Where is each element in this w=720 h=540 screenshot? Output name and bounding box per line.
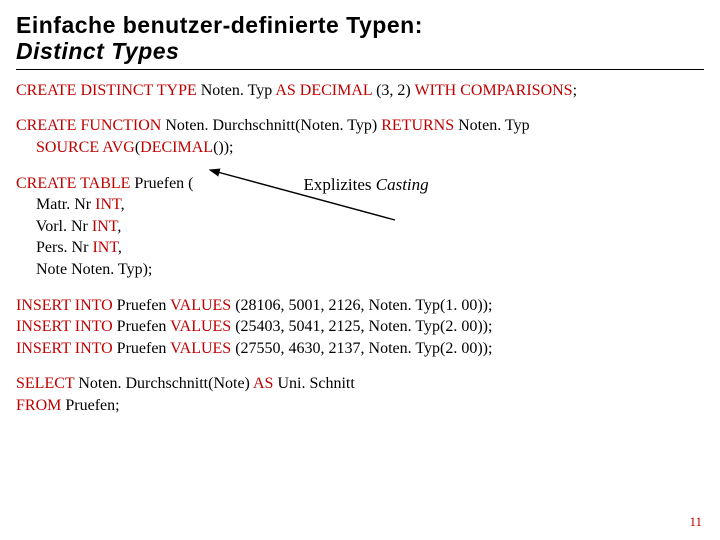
kw: AS — [253, 375, 273, 392]
kw: SELECT — [16, 375, 74, 392]
slide-title: Einfache benutzer-definierte Typen: Dist… — [16, 12, 704, 65]
kw: CREATE FUNCTION — [16, 117, 161, 134]
stmt-create-table: CREATE TABLE Pruefen ( Matr. Nr INT, Vor… — [16, 173, 194, 281]
stmt-create-type: CREATE DISTINCT TYPE Noten. Typ AS DECIM… — [16, 80, 704, 102]
kw: INT — [92, 239, 117, 256]
kw: WITH COMPARISONS — [414, 82, 572, 99]
stmt-inserts: INSERT INTO Pruefen VALUES (28106, 5001,… — [16, 295, 704, 360]
kw: FROM — [16, 397, 61, 414]
kw: CREATE DISTINCT TYPE — [16, 82, 197, 99]
page-number: 11 — [689, 514, 702, 530]
kw: VALUES — [170, 340, 231, 357]
kw: INSERT INTO — [16, 340, 113, 357]
kw: AS DECIMAL — [275, 82, 372, 99]
kw: VALUES — [170, 297, 231, 314]
annotation-casting: Explizites Casting — [304, 175, 429, 195]
kw: INSERT INTO — [16, 318, 113, 335]
kw: CREATE TABLE — [16, 175, 130, 192]
kw: SOURCE AVG — [16, 139, 135, 156]
kw: VALUES — [170, 318, 231, 335]
kw: INT — [95, 196, 120, 213]
kw: RETURNS — [381, 117, 454, 134]
create-table-row: CREATE TABLE Pruefen ( Matr. Nr INT, Vor… — [16, 173, 704, 295]
stmt-create-function: CREATE FUNCTION Noten. Durchschnitt(Note… — [16, 115, 704, 158]
title-line-1: Einfache benutzer-definierte Typen: — [16, 12, 704, 38]
kw: INT — [92, 218, 117, 235]
kw: DECIMAL — [140, 139, 213, 156]
kw: INSERT INTO — [16, 297, 113, 314]
title-line-2: Distinct Types — [16, 38, 704, 64]
stmt-select: SELECT Noten. Durchschnitt(Note) AS Uni.… — [16, 373, 704, 416]
title-rule — [16, 69, 704, 70]
